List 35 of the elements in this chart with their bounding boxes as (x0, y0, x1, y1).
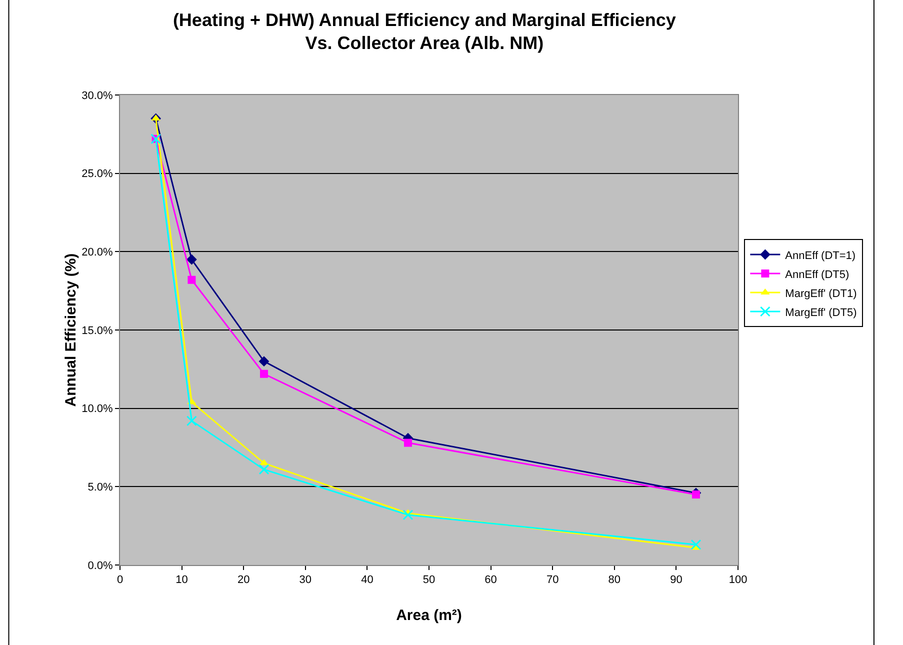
point (404, 438, 412, 447)
y-axis-title: Annual Efficiency (%) (62, 253, 80, 407)
x-axis-title: Area (m²) (396, 607, 462, 624)
y-tick-label: 5.0% (88, 482, 114, 494)
y-tick-label: 10.0% (82, 403, 114, 416)
legend-label: MargEff' (DT5) (785, 306, 857, 319)
point (186, 416, 197, 426)
point (188, 276, 196, 284)
legend-label: MargEff' (DT1) (785, 288, 857, 300)
x-tick-label: 40 (361, 574, 374, 586)
point (260, 370, 268, 378)
y-tick-label: 30.0% (82, 90, 114, 102)
x-tick-label: 60 (484, 574, 497, 586)
x-tick-label: 80 (608, 574, 621, 586)
point (258, 464, 270, 475)
point (258, 356, 270, 367)
x-tick-label: 70 (546, 574, 559, 586)
y-tick-label: 20.0% (82, 246, 114, 259)
y-tick-label: 25.0% (82, 168, 114, 180)
y-tick-label: 0.0% (88, 560, 114, 572)
x-tick-label: 100 (728, 574, 748, 586)
point (692, 490, 700, 498)
chart-title: (Heating + DHW) Annual Efficiency and Marginal Efficiency Vs. Collector Area (Alb. NM) (172, 10, 676, 54)
point (186, 254, 197, 265)
x-tick-label: 50 (422, 574, 436, 586)
point (402, 510, 414, 520)
x-tick-label: 90 (670, 574, 682, 586)
point (690, 539, 702, 550)
x-tick-label: 20 (237, 574, 250, 586)
x-tick-label: 0 (116, 574, 124, 586)
legend-label: AnnEff (DT5) (785, 268, 850, 281)
x-tick-label: 30 (299, 574, 312, 586)
legend-label: AnnEff (DT=1) (785, 250, 856, 262)
y-tick-label: 15.0% (82, 324, 114, 337)
x-tick-label: 10 (176, 574, 188, 586)
